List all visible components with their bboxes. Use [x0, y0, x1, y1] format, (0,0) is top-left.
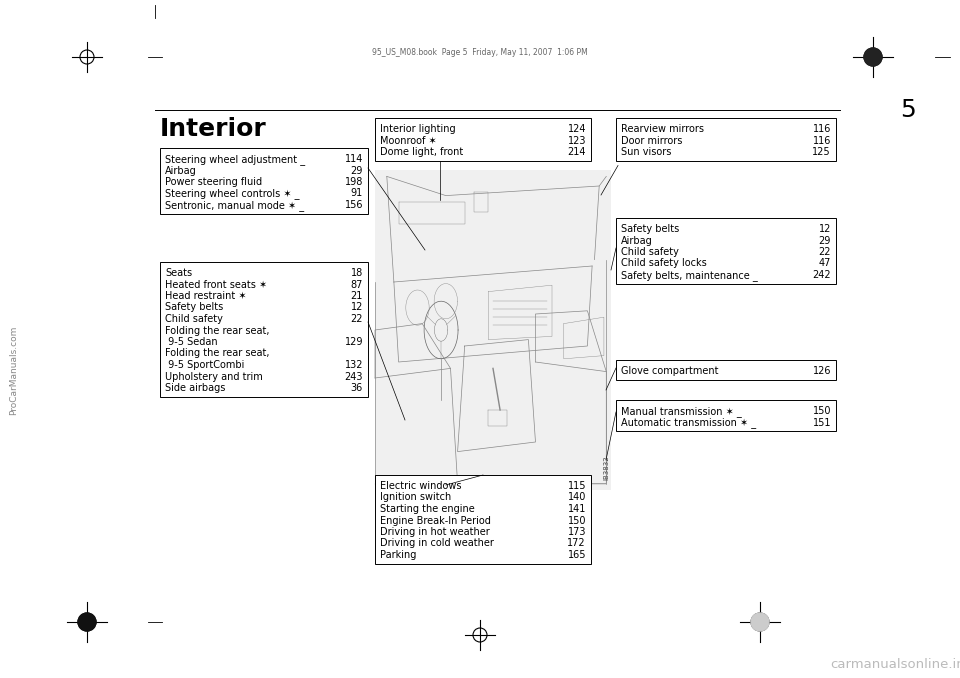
- Text: 151: 151: [812, 418, 831, 428]
- Text: Heated front seats ✶: Heated front seats ✶: [165, 279, 267, 290]
- Text: Steering wheel controls ✶ _: Steering wheel controls ✶ _: [165, 188, 300, 199]
- Text: Moonroof ✶: Moonroof ✶: [380, 136, 437, 146]
- Text: 150: 150: [812, 406, 831, 416]
- Text: 123: 123: [567, 136, 586, 146]
- Text: Interior: Interior: [160, 117, 267, 141]
- FancyBboxPatch shape: [160, 262, 368, 397]
- Text: Driving in cold weather: Driving in cold weather: [380, 538, 493, 549]
- Text: Safety belts, maintenance _: Safety belts, maintenance _: [621, 270, 757, 281]
- Text: 36: 36: [350, 383, 363, 393]
- Text: Glove compartment: Glove compartment: [621, 366, 718, 376]
- Text: Manual transmission ✶ _: Manual transmission ✶ _: [621, 406, 742, 417]
- Text: Ignition switch: Ignition switch: [380, 492, 451, 502]
- Text: 115: 115: [567, 481, 586, 491]
- Text: Driving in hot weather: Driving in hot weather: [380, 527, 490, 537]
- Text: 87: 87: [350, 279, 363, 290]
- Text: 156: 156: [345, 200, 363, 210]
- FancyBboxPatch shape: [616, 400, 836, 431]
- FancyBboxPatch shape: [616, 218, 836, 283]
- Text: Folding the rear seat,: Folding the rear seat,: [165, 348, 270, 359]
- Text: 172: 172: [567, 538, 586, 549]
- Text: 242: 242: [812, 270, 831, 280]
- Text: Engine Break-In Period: Engine Break-In Period: [380, 515, 491, 525]
- Text: Folding the rear seat,: Folding the rear seat,: [165, 325, 270, 336]
- Text: 198: 198: [345, 177, 363, 187]
- Text: Airbag: Airbag: [621, 235, 653, 245]
- Text: 47: 47: [819, 258, 831, 268]
- Text: 5: 5: [900, 98, 916, 122]
- Text: 9-5 SportCombi: 9-5 SportCombi: [165, 360, 245, 370]
- Text: 9-5 Sedan: 9-5 Sedan: [165, 337, 218, 347]
- Text: Sentronic, manual mode ✶ _: Sentronic, manual mode ✶ _: [165, 200, 304, 211]
- Text: Interior lighting: Interior lighting: [380, 124, 456, 134]
- FancyBboxPatch shape: [616, 360, 836, 380]
- Text: Starting the engine: Starting the engine: [380, 504, 475, 514]
- Text: 114: 114: [345, 154, 363, 164]
- Text: 29: 29: [350, 165, 363, 176]
- Text: Seats: Seats: [165, 268, 192, 278]
- Text: Safety belts: Safety belts: [165, 302, 224, 313]
- Text: Head restraint ✶: Head restraint ✶: [165, 291, 247, 301]
- Text: Parking: Parking: [380, 550, 417, 560]
- Text: 22: 22: [350, 314, 363, 324]
- Text: Child safety: Child safety: [621, 247, 679, 257]
- Text: 12: 12: [350, 302, 363, 313]
- FancyBboxPatch shape: [375, 170, 611, 490]
- Text: 124: 124: [567, 124, 586, 134]
- Text: 126: 126: [812, 366, 831, 376]
- Text: carmanualsonline.info: carmanualsonline.info: [830, 658, 960, 671]
- Text: Automatic transmission ✶ _: Automatic transmission ✶ _: [621, 418, 756, 428]
- Text: Electric windows: Electric windows: [380, 481, 462, 491]
- Text: Child safety locks: Child safety locks: [621, 258, 707, 268]
- Text: 141: 141: [567, 504, 586, 514]
- Text: ProCarManuals.com: ProCarManuals.com: [10, 325, 18, 415]
- Text: 132: 132: [345, 360, 363, 370]
- Text: 140: 140: [567, 492, 586, 502]
- FancyBboxPatch shape: [160, 148, 368, 214]
- Text: 21: 21: [350, 291, 363, 301]
- Text: 29: 29: [819, 235, 831, 245]
- Text: Child safety: Child safety: [165, 314, 223, 324]
- Text: Upholstery and trim: Upholstery and trim: [165, 372, 263, 382]
- Text: 116: 116: [812, 124, 831, 134]
- Text: Safety belts: Safety belts: [621, 224, 680, 234]
- Text: Dome light, front: Dome light, front: [380, 147, 464, 157]
- Text: 95_US_M08.book  Page 5  Friday, May 11, 2007  1:06 PM: 95_US_M08.book Page 5 Friday, May 11, 20…: [372, 48, 588, 57]
- Text: 18: 18: [350, 268, 363, 278]
- Text: 150: 150: [567, 515, 586, 525]
- Text: Rearview mirrors: Rearview mirrors: [621, 124, 704, 134]
- Text: 22: 22: [819, 247, 831, 257]
- Text: 91: 91: [350, 188, 363, 199]
- FancyBboxPatch shape: [375, 475, 591, 563]
- Text: Power steering fluid: Power steering fluid: [165, 177, 262, 187]
- Circle shape: [78, 613, 96, 631]
- Text: 116: 116: [812, 136, 831, 146]
- Text: 165: 165: [567, 550, 586, 560]
- Text: Side airbags: Side airbags: [165, 383, 226, 393]
- Text: Door mirrors: Door mirrors: [621, 136, 683, 146]
- Text: Airbag: Airbag: [165, 165, 197, 176]
- Text: 173: 173: [567, 527, 586, 537]
- Text: 243: 243: [345, 372, 363, 382]
- Text: Sun visors: Sun visors: [621, 147, 671, 157]
- Text: 125: 125: [812, 147, 831, 157]
- Text: 129: 129: [345, 337, 363, 347]
- FancyBboxPatch shape: [616, 118, 836, 161]
- FancyBboxPatch shape: [375, 118, 591, 161]
- Text: IB3832: IB3832: [603, 456, 609, 480]
- Circle shape: [751, 613, 769, 631]
- Circle shape: [864, 48, 882, 66]
- Text: 12: 12: [819, 224, 831, 234]
- Text: Steering wheel adjustment _: Steering wheel adjustment _: [165, 154, 305, 165]
- Text: 214: 214: [567, 147, 586, 157]
